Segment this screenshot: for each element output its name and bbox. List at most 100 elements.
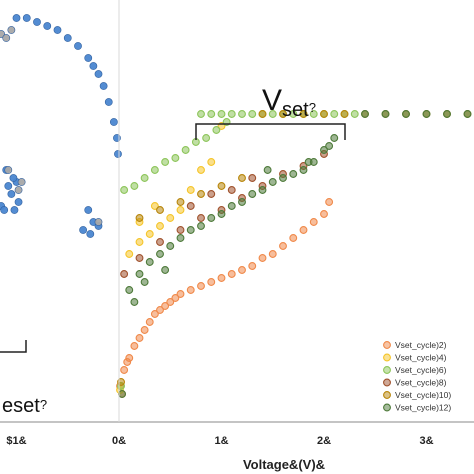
set-point <box>186 286 195 294</box>
svg-text:eset?: eset? <box>2 395 47 417</box>
set-point <box>258 254 267 262</box>
reset-point <box>84 206 93 214</box>
reset-point <box>114 150 122 158</box>
set-point <box>279 174 287 182</box>
set-point <box>289 234 298 242</box>
legend-label: Vset_cycle)6) <box>395 365 447 375</box>
set-point <box>207 158 216 166</box>
reset-point <box>86 230 95 238</box>
set-point <box>130 342 139 350</box>
set-point <box>197 110 205 118</box>
reset-point <box>89 62 98 70</box>
set-point <box>150 202 159 210</box>
set-point <box>130 298 139 306</box>
set-point <box>166 214 175 222</box>
reset-point <box>104 98 113 106</box>
reset-point <box>14 198 23 206</box>
set-point <box>197 190 205 198</box>
set-point <box>150 166 159 174</box>
set-point <box>176 206 185 214</box>
reset-point <box>12 14 21 22</box>
set-point <box>166 242 175 250</box>
set-point <box>330 134 339 142</box>
set-point <box>207 110 216 118</box>
set-point <box>248 262 257 270</box>
set-point <box>248 174 257 182</box>
set-point <box>299 110 308 118</box>
legend-label: Vset_cycle)10) <box>395 390 451 400</box>
reset-point <box>74 42 82 50</box>
set-point <box>156 250 164 258</box>
set-point <box>156 222 164 230</box>
set-point <box>263 166 272 174</box>
set-point <box>238 174 246 182</box>
set-point <box>248 190 257 198</box>
vset-subscript: set <box>282 99 309 121</box>
set-point <box>350 110 359 118</box>
reset-point <box>4 182 13 190</box>
set-point <box>212 126 221 134</box>
set-point <box>197 214 205 222</box>
set-point <box>217 110 226 118</box>
vset-tail: ? <box>309 100 316 115</box>
set-point <box>176 234 185 242</box>
reset-point <box>33 18 41 26</box>
set-point <box>309 218 318 226</box>
set-point <box>217 182 226 190</box>
set-point <box>299 226 308 234</box>
set-point <box>145 318 154 326</box>
reset-point <box>99 82 108 90</box>
set-point <box>207 214 216 222</box>
reset-point <box>53 26 62 34</box>
reset-point <box>84 54 93 62</box>
set-point <box>135 270 144 278</box>
set-point <box>361 110 369 118</box>
set-point <box>309 110 318 118</box>
set-point <box>186 202 195 210</box>
set-point <box>238 198 246 206</box>
set-point <box>150 310 159 318</box>
set-point <box>197 282 205 290</box>
set-point <box>145 230 154 238</box>
set-point <box>120 186 129 194</box>
reset-point <box>17 178 26 186</box>
legend-marker <box>383 353 391 362</box>
set-point <box>304 158 313 166</box>
set-point <box>268 178 277 186</box>
vset-annotation: Vset? <box>195 84 346 140</box>
set-point <box>125 286 134 294</box>
reset-point <box>14 186 23 194</box>
set-point <box>202 134 211 142</box>
set-point <box>140 278 149 286</box>
set-point <box>118 390 127 398</box>
legend-marker <box>383 378 391 387</box>
reset-point <box>79 226 88 234</box>
set-point <box>443 110 451 118</box>
set-point <box>140 174 149 182</box>
reset-point <box>109 118 118 126</box>
set-point <box>161 302 170 310</box>
x-tick-label: 3& <box>419 435 433 447</box>
set-point <box>227 270 236 278</box>
set-point <box>197 222 205 230</box>
set-point <box>248 110 257 118</box>
x-tick-label: 1& <box>214 435 228 447</box>
set-point <box>171 154 180 162</box>
set-point <box>227 202 236 210</box>
set-point <box>135 254 144 262</box>
set-point <box>156 238 164 246</box>
set-point <box>176 290 185 298</box>
set-point <box>217 274 226 282</box>
set-point <box>325 198 334 206</box>
set-point <box>181 146 190 154</box>
set-series-group <box>116 110 472 398</box>
legend-label: Vset_cycle)2) <box>395 340 447 350</box>
set-point <box>402 110 410 118</box>
vreset-bracket <box>0 340 27 353</box>
set-point <box>156 306 164 314</box>
reset-point <box>22 14 31 22</box>
set-point <box>258 186 267 194</box>
set-point <box>463 110 472 118</box>
set-point <box>130 182 139 190</box>
